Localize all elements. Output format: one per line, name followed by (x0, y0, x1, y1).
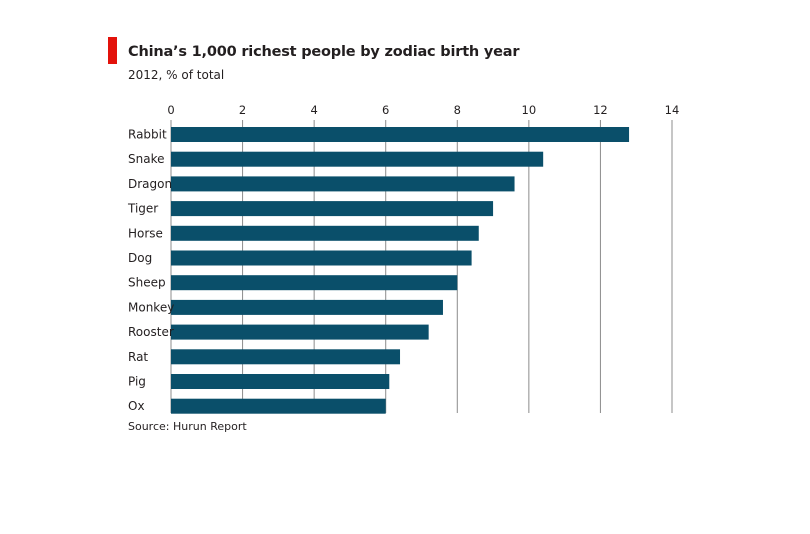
bar (171, 201, 494, 217)
x-tick-label: 0 (167, 103, 174, 117)
bar (171, 151, 544, 167)
x-tick-label: 4 (310, 103, 317, 117)
category-labels: Rabbit Snake Dragon Tiger Horse Dog Sheep Monke… (127, 128, 174, 414)
category-label: Dog (128, 251, 152, 265)
bar (171, 374, 390, 389)
tick-labels: 0 2 4 6 8 10 12 14 (167, 103, 679, 117)
bar (171, 398, 386, 414)
category-label: Pig (128, 375, 146, 389)
x-tick-label: 8 (454, 103, 461, 117)
x-tick-label: 10 (522, 103, 537, 117)
bars (171, 127, 630, 414)
bar (171, 250, 472, 266)
chart-title: China’s 1,000 richest people by zodiac b… (128, 44, 520, 60)
category-label: Horse (128, 226, 163, 240)
source-note: Source: Hurun Report (128, 420, 247, 433)
bar (171, 349, 401, 365)
x-tick-label: 12 (593, 103, 608, 117)
category-label: Rooster (128, 325, 174, 339)
chart-subtitle: 2012, % of total (128, 68, 225, 82)
category-label: Sheep (128, 276, 166, 290)
accent-bar (108, 37, 117, 64)
category-label: Ox (128, 399, 145, 413)
x-tick-label: 14 (665, 103, 680, 117)
bar (171, 225, 479, 241)
bar (171, 299, 443, 315)
x-tick-label: 2 (239, 103, 246, 117)
bar (171, 127, 630, 142)
category-label: Dragon (128, 177, 172, 191)
category-label: Rat (128, 350, 148, 364)
category-label: Rabbit (128, 128, 167, 142)
x-tick-label: 6 (382, 103, 389, 117)
category-label: Monkey (128, 300, 174, 314)
category-label: Snake (128, 152, 164, 166)
bar (171, 275, 458, 291)
category-label: Tiger (127, 202, 158, 216)
bar (171, 324, 429, 340)
bar (171, 176, 515, 192)
